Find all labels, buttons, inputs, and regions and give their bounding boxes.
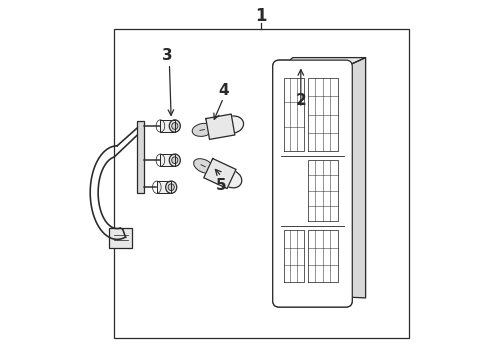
Text: 3: 3 <box>162 48 173 63</box>
FancyBboxPatch shape <box>273 60 352 307</box>
Ellipse shape <box>169 154 180 166</box>
Text: 2: 2 <box>295 93 306 108</box>
Ellipse shape <box>172 157 178 163</box>
Text: 5: 5 <box>216 178 227 193</box>
FancyBboxPatch shape <box>160 154 175 166</box>
Ellipse shape <box>166 181 177 193</box>
Ellipse shape <box>221 170 242 188</box>
Polygon shape <box>206 114 235 139</box>
Bar <box>114 29 409 338</box>
FancyBboxPatch shape <box>157 181 171 193</box>
FancyBboxPatch shape <box>273 60 352 307</box>
Ellipse shape <box>172 123 178 129</box>
Text: 1: 1 <box>255 7 267 25</box>
Polygon shape <box>204 158 236 189</box>
Ellipse shape <box>192 123 213 136</box>
Bar <box>137 121 144 193</box>
Polygon shape <box>346 58 366 298</box>
Ellipse shape <box>169 120 180 132</box>
FancyBboxPatch shape <box>109 228 132 248</box>
Ellipse shape <box>194 159 214 173</box>
Ellipse shape <box>222 116 244 133</box>
Text: 4: 4 <box>218 82 229 98</box>
Polygon shape <box>283 58 366 67</box>
FancyBboxPatch shape <box>160 120 175 132</box>
Ellipse shape <box>168 184 174 190</box>
